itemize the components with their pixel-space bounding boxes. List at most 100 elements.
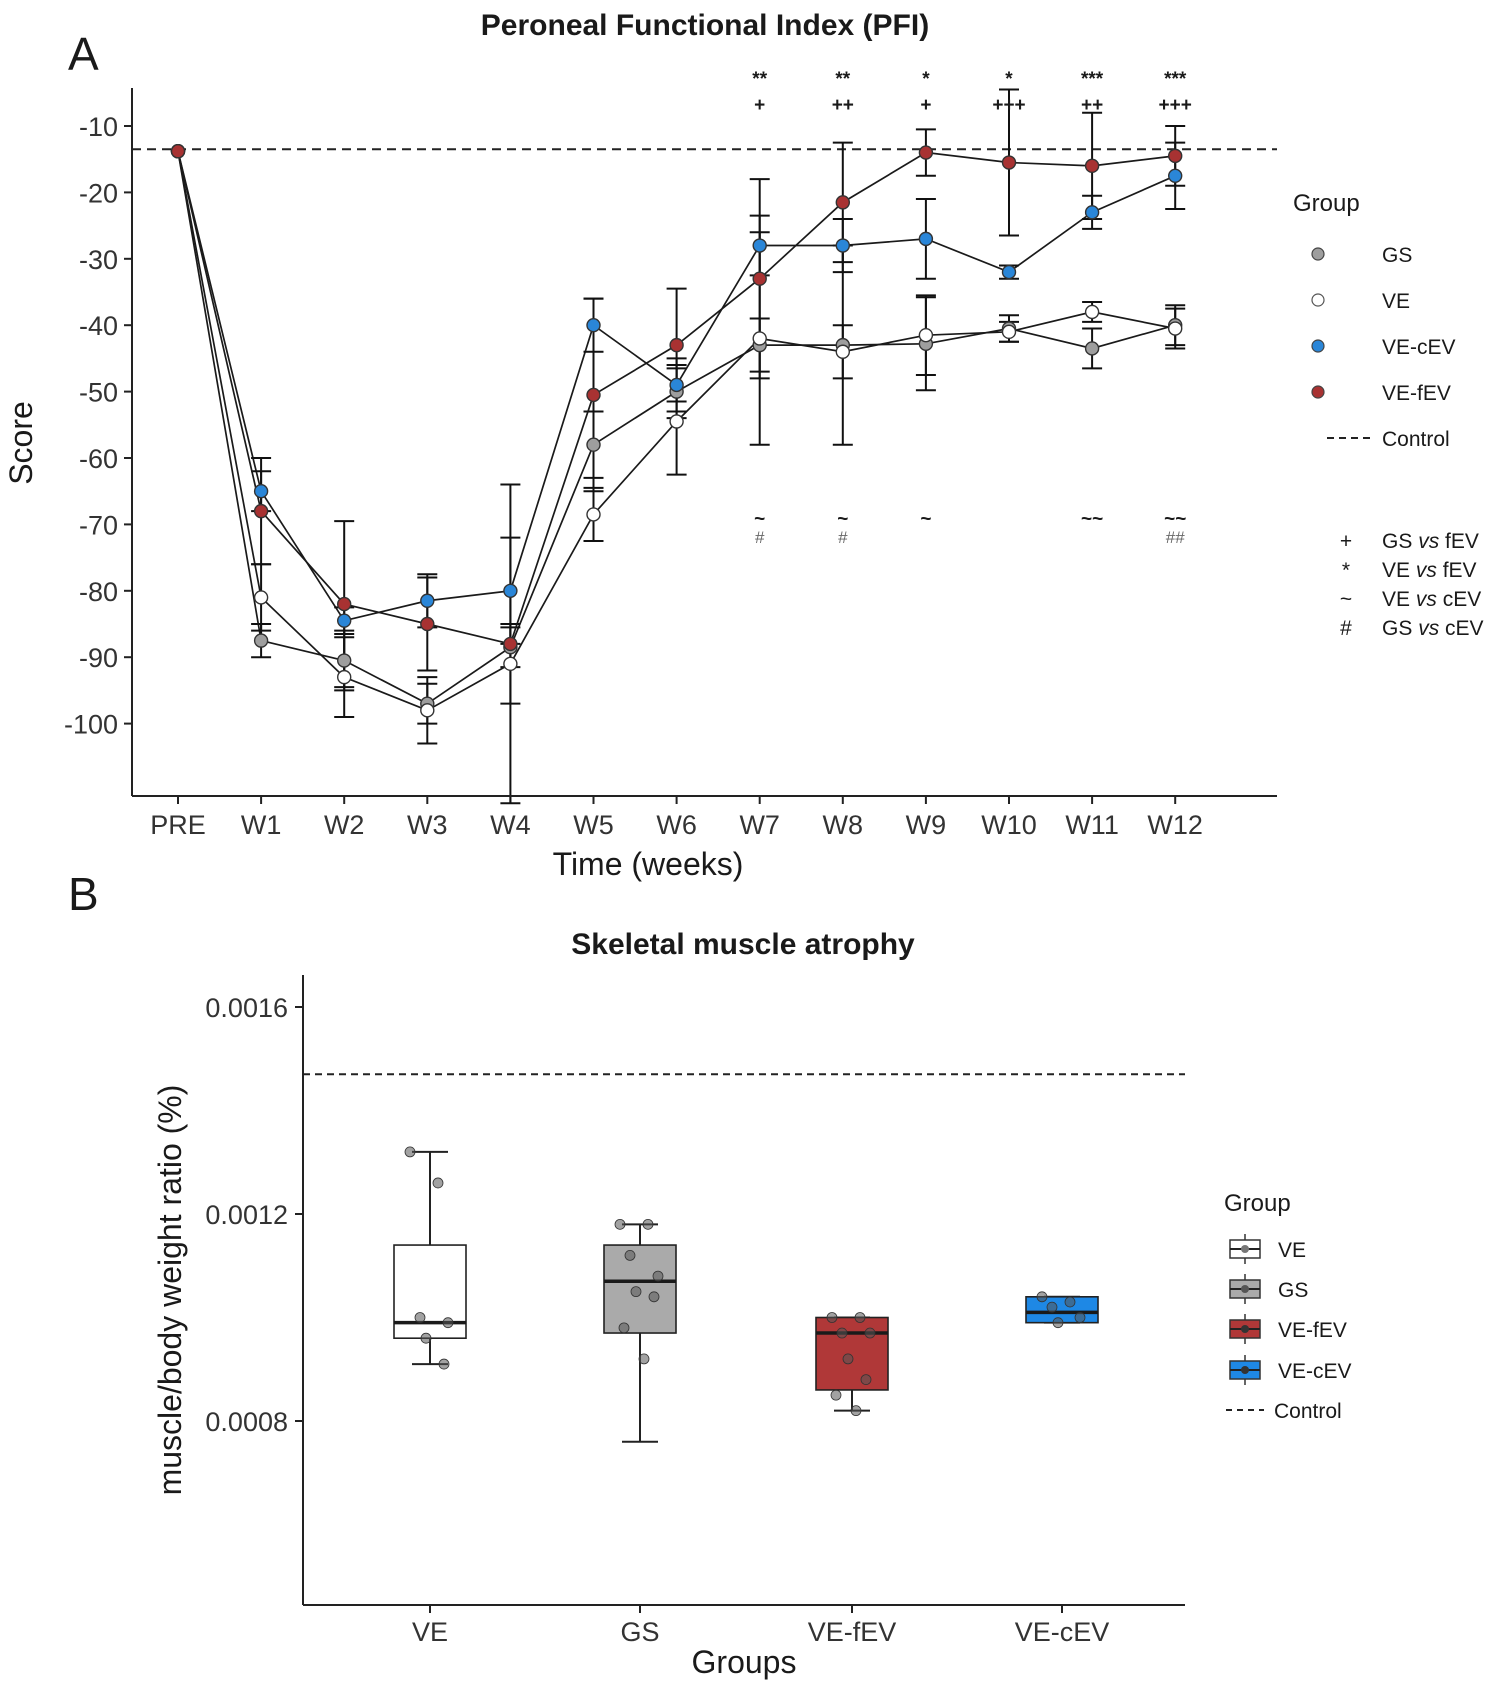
pfi-point-ve-fev bbox=[835, 195, 850, 210]
pfi-x-tick-label: W8 bbox=[823, 810, 864, 840]
pfi-point-ve-fev bbox=[337, 596, 352, 612]
atrophy-x-tick-label-ve-fev: VE-fEV bbox=[808, 1617, 897, 1647]
pfi-point-ve bbox=[1084, 304, 1100, 320]
pfi-x-axis-label: Time (weeks) bbox=[553, 846, 744, 882]
atrophy-y-axis-label: muscle/body weight ratio (%) bbox=[152, 1085, 188, 1496]
pfi-significance-hash-w8: # bbox=[838, 528, 848, 547]
comparison-gs-vs-cev: GS vs cEV bbox=[1382, 617, 1484, 640]
pfi-significance-plus-w10: +++ bbox=[992, 95, 1025, 116]
atrophy-legend-vefev-label: VE-fEV bbox=[1278, 1319, 1347, 1342]
pfi-point-ve bbox=[669, 414, 684, 429]
atrophy-point-gs bbox=[642, 1218, 654, 1230]
pfi-point-ve-cev bbox=[337, 613, 352, 628]
pfi-point-ve-cev bbox=[1084, 205, 1100, 220]
atrophy-point-ve-cev bbox=[1036, 1291, 1048, 1303]
atrophy-box-ve-fev bbox=[815, 1316, 889, 1391]
pfi-significance-tilde-w11: ~~ bbox=[1081, 509, 1103, 530]
pfi-point-gs bbox=[337, 653, 352, 668]
pfi-point-ve-cev bbox=[669, 377, 684, 393]
pfi-chart-title: Peroneal Functional Index (PFI) bbox=[481, 9, 929, 42]
pfi-significance-tilde-w8: ~ bbox=[837, 509, 848, 530]
atrophy-x-tick-label-ve: VE bbox=[412, 1617, 448, 1647]
pfi-x-tick-label: W6 bbox=[656, 810, 697, 840]
pfi-point-ve-cev bbox=[918, 231, 934, 247]
pfi-significance-star-w8: ** bbox=[835, 69, 850, 90]
pfi-point-ve-fev bbox=[918, 145, 934, 160]
comparison-symbol-hash: # bbox=[1340, 617, 1352, 640]
pfi-point-ve bbox=[253, 590, 269, 605]
pfi-x-tick-label: W3 bbox=[407, 810, 448, 840]
atrophy-y-tick-label: 0.0012 bbox=[205, 1200, 288, 1230]
pfi-y-tick-label: -70 bbox=[79, 510, 118, 540]
atrophy-legend-title: Group bbox=[1224, 1190, 1291, 1217]
pfi-point-ve-fev bbox=[170, 144, 186, 159]
pfi-y-tick-label: -60 bbox=[79, 444, 118, 474]
atrophy-legend-vecev-label: VE-cEV bbox=[1278, 1360, 1352, 1383]
atrophy-chart-title: Skeletal muscle atrophy bbox=[571, 928, 915, 961]
panel-a-letter: A bbox=[68, 28, 99, 80]
pfi-point-gs bbox=[253, 633, 269, 648]
atrophy-x-tick-label-gs: GS bbox=[620, 1617, 659, 1647]
pfi-x-tick-label: W10 bbox=[981, 810, 1037, 840]
pfi-point-ve-cev bbox=[752, 238, 767, 253]
atrophy-point-gs bbox=[614, 1218, 626, 1230]
atrophy-point-gs bbox=[648, 1291, 660, 1303]
atrophy-point-ve-cev bbox=[1074, 1312, 1086, 1323]
atrophy-point-gs bbox=[630, 1286, 642, 1298]
pfi-y-tick-label: -80 bbox=[79, 577, 118, 607]
comparison-symbol-tilde: ~ bbox=[1340, 588, 1352, 611]
pfi-significance-star-w11: *** bbox=[1081, 69, 1104, 90]
pfi-point-gs bbox=[1084, 341, 1100, 356]
pfi-x-tick-label: W5 bbox=[573, 810, 614, 840]
comparison-symbol-plus: + bbox=[1340, 530, 1352, 553]
pfi-point-gs bbox=[586, 437, 601, 452]
atrophy-point-gs bbox=[652, 1270, 664, 1282]
atrophy-y-tick-label: 0.0016 bbox=[205, 993, 288, 1023]
pfi-legend-ve-marker bbox=[1311, 293, 1325, 307]
atrophy-y-tick-label: 0.0008 bbox=[205, 1407, 288, 1437]
atrophy-point-ve-fev bbox=[836, 1327, 848, 1339]
pfi-significance-star-w12: *** bbox=[1164, 69, 1187, 90]
pfi-significance-hash-w12: ## bbox=[1166, 528, 1185, 547]
pfi-legend-vefev-marker bbox=[1311, 385, 1325, 399]
pfi-point-ve-fev bbox=[420, 616, 435, 632]
atrophy-legend-vecev-key bbox=[1229, 1355, 1261, 1385]
pfi-point-ve-fev bbox=[1084, 158, 1100, 174]
panel-b: B Skeletal muscle atrophy 0.0008 0.0012 0.… bbox=[68, 868, 1352, 1680]
pfi-legend-gs-marker bbox=[1311, 247, 1325, 261]
atrophy-x-tick-label-ve-cev: VE-cEV bbox=[1015, 1617, 1110, 1647]
pfi-point-ve-fev bbox=[253, 503, 269, 519]
pfi-significance-star-w9: * bbox=[922, 69, 930, 90]
pfi-legend-control-label: Control bbox=[1382, 428, 1450, 451]
pfi-point-ve bbox=[918, 327, 934, 343]
atrophy-point-ve bbox=[414, 1312, 426, 1323]
atrophy-point-ve bbox=[432, 1177, 444, 1189]
pfi-point-ve-fev bbox=[1001, 155, 1017, 170]
pfi-legend-vefev-label: VE-fEV bbox=[1382, 382, 1451, 405]
pfi-point-ve bbox=[835, 344, 850, 359]
pfi-significance-plus-w9: + bbox=[920, 95, 931, 116]
pfi-point-ve-fev bbox=[1167, 148, 1183, 164]
pfi-point-ve-cev bbox=[835, 238, 850, 253]
pfi-point-ve bbox=[420, 703, 435, 718]
atrophy-point-ve bbox=[438, 1358, 450, 1370]
atrophy-point-ve-cev bbox=[1046, 1301, 1058, 1313]
pfi-point-ve-fev bbox=[752, 271, 767, 286]
pfi-x-tick-label: W9 bbox=[906, 810, 947, 840]
atrophy-point-ve bbox=[404, 1146, 416, 1158]
atrophy-point-gs bbox=[638, 1353, 650, 1365]
pfi-significance-tilde-w9: ~ bbox=[920, 509, 931, 530]
pfi-point-ve-cev bbox=[503, 583, 518, 598]
pfi-point-ve-cev bbox=[586, 318, 601, 333]
pfi-significance-plus-w11: ++ bbox=[1081, 95, 1103, 116]
atrophy-point-ve-fev bbox=[854, 1312, 866, 1323]
atrophy-legend-gs-key bbox=[1229, 1274, 1261, 1304]
panel-b-letter: B bbox=[68, 868, 99, 920]
pfi-legend-vecev-marker bbox=[1311, 339, 1325, 353]
atrophy-point-ve bbox=[442, 1317, 454, 1329]
pfi-point-ve-cev bbox=[420, 593, 435, 608]
pfi-x-tick-label: PRE bbox=[150, 810, 206, 840]
pfi-point-ve-fev bbox=[669, 337, 684, 353]
pfi-point-ve-cev bbox=[253, 484, 269, 499]
pfi-point-ve bbox=[1167, 321, 1183, 336]
